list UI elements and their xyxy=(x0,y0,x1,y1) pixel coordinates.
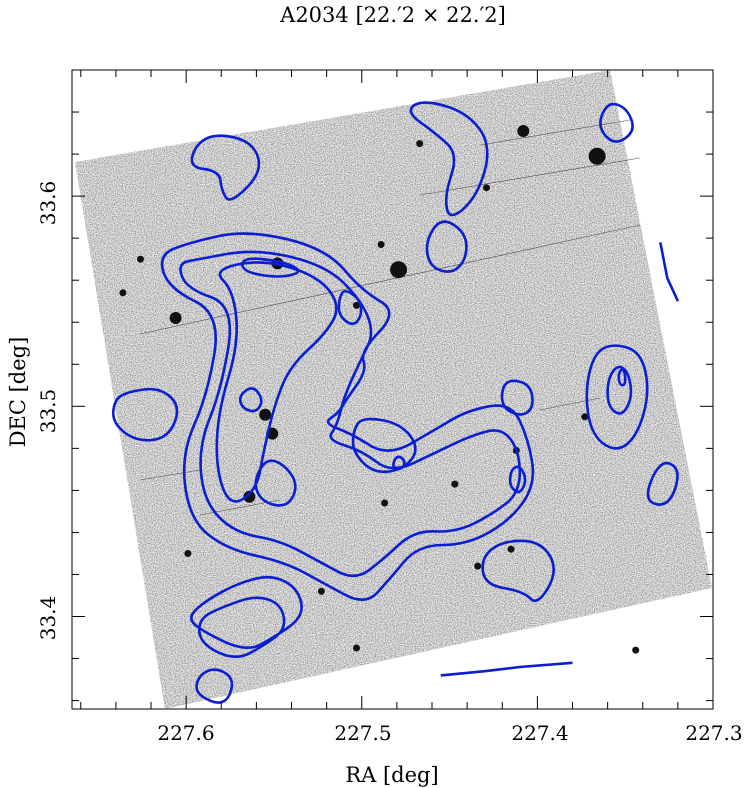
contour-line xyxy=(111,387,179,442)
contour-line xyxy=(195,668,234,704)
y-tick-label: 33.4 xyxy=(36,596,60,641)
y-axis-label: DEC [deg] xyxy=(6,337,30,448)
contour-line xyxy=(585,344,649,450)
star xyxy=(381,499,389,507)
plot-frame xyxy=(71,69,714,710)
x-axis-label: RA [deg] xyxy=(345,763,438,787)
contour-line xyxy=(392,455,406,470)
contour-line xyxy=(190,134,261,201)
contour-line xyxy=(241,257,300,278)
sky-image-noise xyxy=(75,70,712,709)
contour-line xyxy=(659,242,680,302)
contour-line xyxy=(500,379,534,416)
x-tick-label: 227.3 xyxy=(685,721,742,745)
x-tick-label: 227.4 xyxy=(511,721,568,745)
star xyxy=(353,301,360,309)
contour-set xyxy=(111,101,680,704)
contour-line xyxy=(215,261,338,503)
contour-line xyxy=(254,459,297,507)
contour-line xyxy=(197,596,286,659)
contour-line xyxy=(238,387,263,413)
star-field xyxy=(119,125,640,654)
figure-title: A2034 [22.′2 × 22.′2] xyxy=(279,3,506,27)
contour-line xyxy=(508,465,527,494)
star xyxy=(119,289,127,297)
star xyxy=(377,241,385,248)
star xyxy=(137,255,144,263)
contour-line xyxy=(606,365,633,415)
contour-line xyxy=(179,250,522,578)
star xyxy=(451,480,459,488)
y-tick-label: 33.6 xyxy=(36,181,60,226)
star xyxy=(416,140,424,148)
star xyxy=(507,545,515,553)
star xyxy=(517,125,530,137)
contour-line xyxy=(646,461,679,506)
y-tick-label: 33.5 xyxy=(36,389,60,434)
contour-line xyxy=(190,575,303,650)
star xyxy=(169,312,182,324)
star xyxy=(483,184,490,192)
star xyxy=(317,587,325,595)
contour-line xyxy=(617,368,627,387)
contour-line xyxy=(337,289,363,326)
star xyxy=(259,408,272,421)
star xyxy=(353,644,360,652)
contour-line xyxy=(599,102,634,143)
star xyxy=(632,646,640,654)
contour-line xyxy=(440,661,573,677)
contour-line xyxy=(425,220,468,273)
x-tick-label: 227.6 xyxy=(157,721,214,745)
contour-line xyxy=(160,232,535,601)
satellite-streaks xyxy=(139,119,641,516)
star xyxy=(390,261,408,279)
axis-ticks xyxy=(72,69,714,709)
star xyxy=(184,550,192,557)
star xyxy=(588,147,606,165)
star xyxy=(243,490,256,503)
contour-line xyxy=(481,539,555,603)
x-tick-label: 227.5 xyxy=(334,721,391,745)
star xyxy=(474,562,482,570)
contour-line xyxy=(409,101,489,217)
star xyxy=(581,413,589,421)
